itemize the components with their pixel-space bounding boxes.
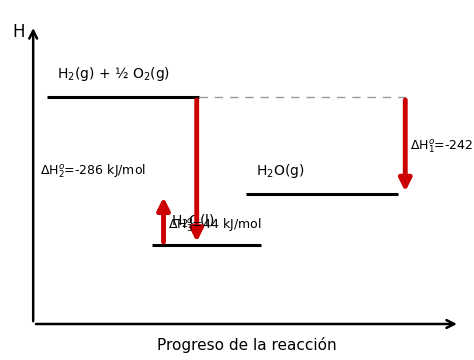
Text: Progreso de la reacción: Progreso de la reacción (157, 337, 336, 353)
Text: ΔH$_1^o$=-242 kJ/mol: ΔH$_1^o$=-242 kJ/mol (410, 137, 474, 154)
Text: ΔH$_3^o$=44 kJ/mol: ΔH$_3^o$=44 kJ/mol (168, 216, 262, 234)
Text: H$_2$O(g): H$_2$O(g) (256, 162, 304, 180)
Text: ΔH$_2^o$=-286 kJ/mol: ΔH$_2^o$=-286 kJ/mol (40, 162, 146, 180)
Text: H: H (13, 23, 25, 41)
Text: H$_2$O(l): H$_2$O(l) (171, 213, 214, 230)
Text: H$_2$(g) + ½ O$_2$(g): H$_2$(g) + ½ O$_2$(g) (57, 65, 170, 83)
